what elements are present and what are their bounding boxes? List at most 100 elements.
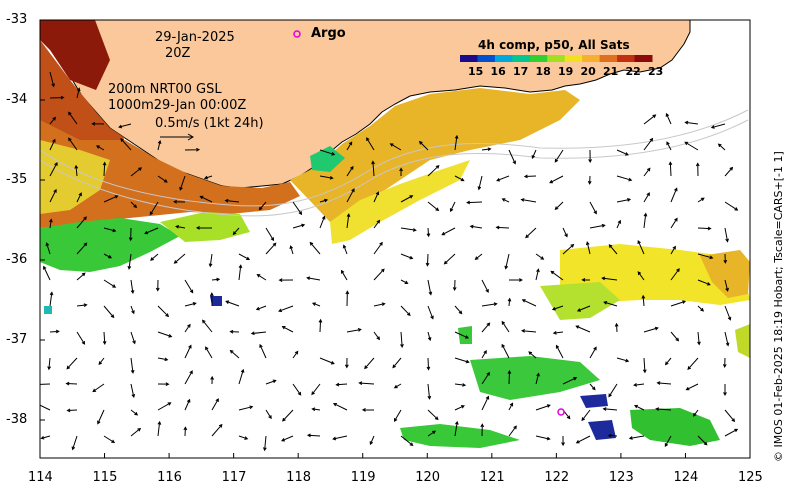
depth-label-2: 1000m29-Jan 00:00Z <box>108 98 247 113</box>
current-arrow <box>318 318 323 333</box>
current-arrow <box>201 319 213 333</box>
current-arrow <box>102 161 107 177</box>
current-arrow <box>229 349 240 359</box>
current-arrow <box>346 141 353 151</box>
argo-float-marker <box>293 30 301 38</box>
y-ticks <box>40 19 45 421</box>
current-arrow <box>49 161 58 177</box>
current-arrow <box>454 331 470 339</box>
current-arrow <box>130 383 136 398</box>
current-arrow <box>589 201 597 215</box>
current-arrow <box>71 435 78 451</box>
current-arrow <box>144 227 159 235</box>
current-arrow <box>561 435 565 447</box>
current-arrow <box>184 344 192 359</box>
current-arrow <box>664 435 672 448</box>
current-arrow <box>427 430 436 437</box>
colorbar <box>460 55 653 62</box>
current-arrow <box>342 244 348 255</box>
current-arrow <box>306 433 321 438</box>
current-arrow <box>120 138 132 151</box>
argo-label: Argo <box>311 26 346 41</box>
x-tick-label: 115 <box>92 470 118 485</box>
current-arrow <box>427 201 440 212</box>
current-arrow <box>400 305 411 317</box>
current-arrow <box>66 357 78 370</box>
colorbar-segment <box>599 55 618 62</box>
current-arrow <box>535 268 540 281</box>
current-arrow <box>664 357 672 366</box>
current-arrow <box>373 219 381 229</box>
current-arrow <box>309 241 321 255</box>
current-arrow <box>262 435 267 452</box>
y-tick-label: -33 <box>6 12 28 27</box>
current-arrow <box>481 322 491 333</box>
current-arrow <box>172 199 186 204</box>
current-arrow <box>628 435 645 440</box>
colorbar-segment <box>460 55 478 62</box>
current-arrow <box>157 175 168 183</box>
current-arrow <box>157 305 170 318</box>
current-arrow <box>670 187 678 203</box>
x-ticks <box>39 453 751 458</box>
current-arrow <box>210 375 215 385</box>
y-tick-label: -37 <box>6 332 28 347</box>
current-arrow <box>68 137 78 151</box>
current-arrow <box>238 253 251 261</box>
current-arrow <box>693 409 699 417</box>
current-arrow <box>616 219 622 229</box>
current-arrow <box>607 433 618 438</box>
current-arrow <box>637 271 645 281</box>
current-arrow <box>452 279 457 292</box>
current-arrow <box>155 279 160 292</box>
current-arrow <box>474 253 483 260</box>
current-arrow <box>184 302 197 307</box>
current-arrow <box>643 192 650 203</box>
current-arrow <box>47 357 51 371</box>
current-arrow <box>723 253 728 264</box>
current-arrow <box>238 435 249 440</box>
current-arrow <box>361 408 375 412</box>
current-arrow <box>389 143 402 151</box>
current-arrow <box>130 331 136 345</box>
current-arrow <box>292 201 303 216</box>
current-arrow <box>149 201 159 216</box>
current-arrow <box>346 188 355 203</box>
x-tick-label: 119 <box>350 470 376 485</box>
current-arrow <box>224 198 240 203</box>
current-arrow <box>480 423 485 437</box>
x-tick-label: 117 <box>221 470 247 485</box>
current-arrow <box>724 409 736 423</box>
colorbar-segment <box>547 55 566 62</box>
current-arrow <box>616 149 629 156</box>
current-arrow <box>40 403 51 411</box>
y-tick-label: -38 <box>6 412 28 427</box>
current-arrow <box>550 270 564 281</box>
current-arrow <box>130 409 139 416</box>
current-arrow <box>45 242 51 255</box>
current-arrow <box>364 357 375 370</box>
current-arrow <box>332 402 348 411</box>
current-arrow <box>576 305 591 312</box>
current-arrow <box>441 227 456 236</box>
current-arrow <box>427 409 439 421</box>
current-arrow <box>454 175 465 182</box>
colorbar-tick-label: 22 <box>625 65 641 78</box>
current-arrow <box>49 291 54 307</box>
side-caption: © IMOS 01-Feb-2025 18:19 Hobart; Tscale=… <box>772 151 785 462</box>
current-arrow <box>400 331 404 348</box>
current-arrow <box>670 268 680 281</box>
colorbar-tick-label: 21 <box>603 65 619 78</box>
current-arrow <box>209 292 214 307</box>
current-arrow <box>49 188 57 203</box>
current-arrow <box>454 357 470 364</box>
current-arrow <box>211 423 223 437</box>
current-arrow <box>508 402 514 411</box>
current-arrow <box>74 164 79 177</box>
current-arrow <box>670 331 680 342</box>
current-arrow <box>523 174 537 179</box>
current-arrow <box>642 357 647 374</box>
current-arrow <box>481 371 490 385</box>
current-arrow <box>508 425 517 437</box>
current-arrow <box>724 428 739 437</box>
